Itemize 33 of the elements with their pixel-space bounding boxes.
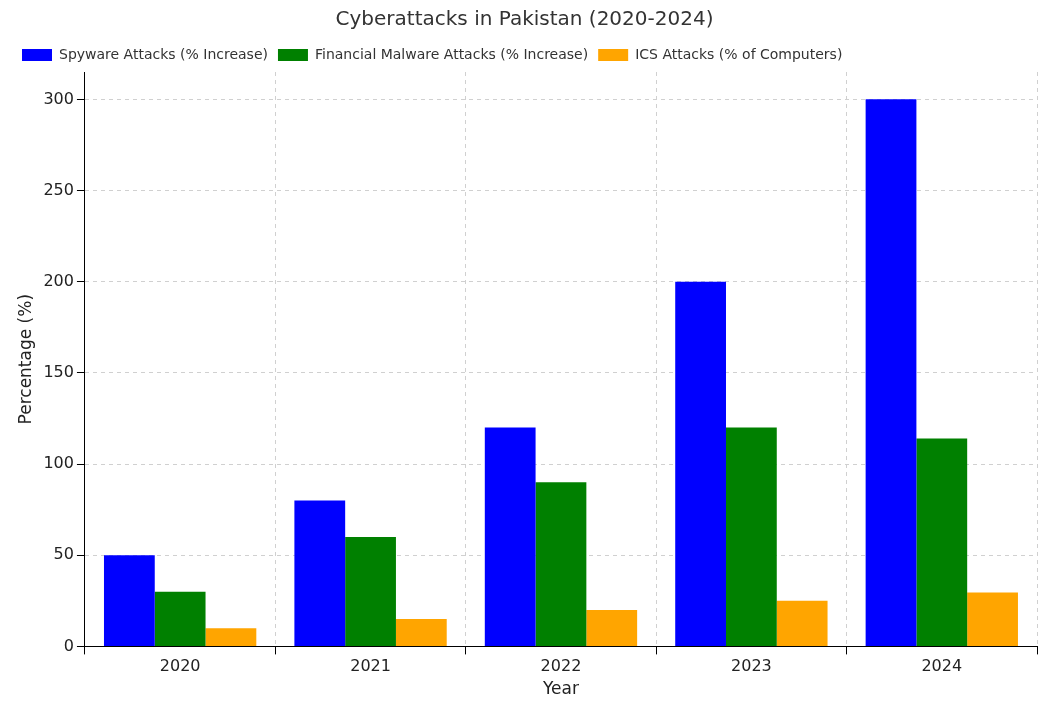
- bar: [725, 427, 777, 646]
- y-axis-title: Percentage (%): [14, 293, 35, 425]
- bar: [586, 609, 638, 646]
- x-tick-label: 2024: [921, 656, 963, 676]
- x-tick-label: 2021: [350, 656, 391, 676]
- bar: [395, 619, 447, 646]
- y-tick-label: 50: [53, 544, 74, 564]
- y-tick-label: 200: [43, 270, 74, 290]
- x-tick-label: 2020: [159, 656, 201, 676]
- chart-title: Cyberattacks in Pakistan (2020-2024): [335, 6, 714, 31]
- bar: [967, 592, 1018, 646]
- y-tick-label: 300: [43, 88, 74, 108]
- y-tick-label: 0: [63, 635, 74, 655]
- legend-label: Financial Malware Attacks (% Increase): [314, 45, 589, 62]
- x-axis-title: Year: [541, 678, 579, 699]
- x-tick-label: 2023: [731, 656, 772, 676]
- bar: [205, 628, 257, 646]
- bar: [294, 500, 346, 646]
- bar: [675, 281, 726, 646]
- bar: [154, 591, 206, 646]
- bar: [916, 438, 968, 646]
- y-tick-label: 100: [43, 453, 74, 473]
- x-tick-label: 2022: [540, 656, 582, 676]
- legend-label: Spyware Attacks (% Increase): [59, 45, 268, 62]
- bar: [103, 555, 155, 646]
- y-tick-label: 250: [43, 179, 74, 199]
- bar: [345, 536, 396, 646]
- y-tick-label: 150: [43, 362, 74, 382]
- legend-label: ICS Attacks (% of Computers): [635, 45, 843, 62]
- bar: [535, 482, 587, 646]
- bar: [776, 600, 828, 646]
- bar: [484, 427, 536, 646]
- bar: [865, 99, 917, 646]
